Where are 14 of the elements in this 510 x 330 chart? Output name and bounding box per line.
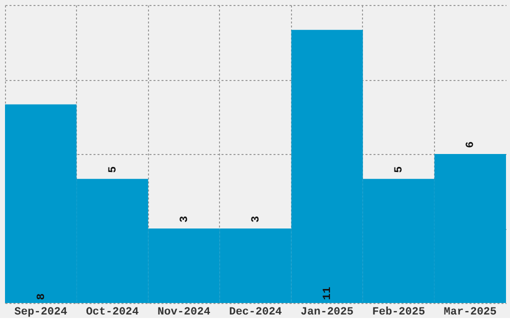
x-tick-label: Sep-2024 xyxy=(14,306,68,318)
x-tick-label: Nov-2024 xyxy=(158,306,211,318)
x-tick-label: Mar-2025 xyxy=(444,306,498,318)
x-tick-label: Feb-2025 xyxy=(372,306,426,318)
x-tick-label: Jan-2025 xyxy=(300,306,354,318)
x-tick-label: Oct-2024 xyxy=(86,306,140,318)
x-tick-label: Dec-2024 xyxy=(229,306,282,318)
data-label: 6 xyxy=(465,141,478,148)
data-label: 8 xyxy=(36,293,48,300)
data-label: 3 xyxy=(250,216,262,222)
data-label: 11 xyxy=(322,286,334,300)
data-label: 3 xyxy=(178,216,191,222)
data-label: 5 xyxy=(107,166,120,173)
data-label: 5 xyxy=(394,166,406,173)
